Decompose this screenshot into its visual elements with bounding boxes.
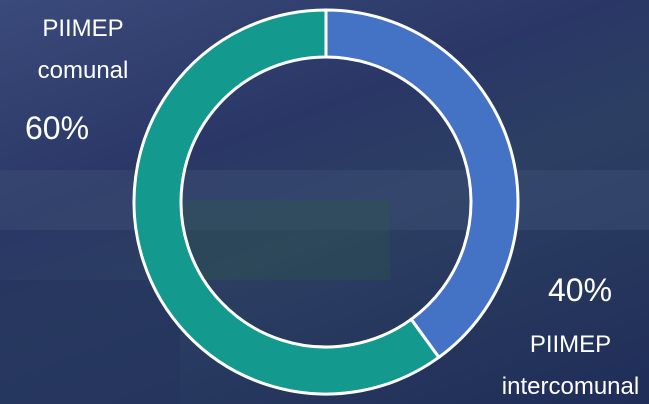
donut-slice bbox=[132, 8, 441, 396]
background-road bbox=[0, 170, 649, 230]
slice-label: PIIMEP comunal bbox=[37, 15, 129, 84]
slice-label: PIIMEP intercomunal bbox=[501, 331, 640, 400]
background-parking bbox=[0, 280, 180, 404]
slice-value-label: 60% bbox=[25, 110, 90, 146]
donut-slice bbox=[324, 8, 520, 360]
slice-value-label: 40% bbox=[548, 272, 613, 308]
